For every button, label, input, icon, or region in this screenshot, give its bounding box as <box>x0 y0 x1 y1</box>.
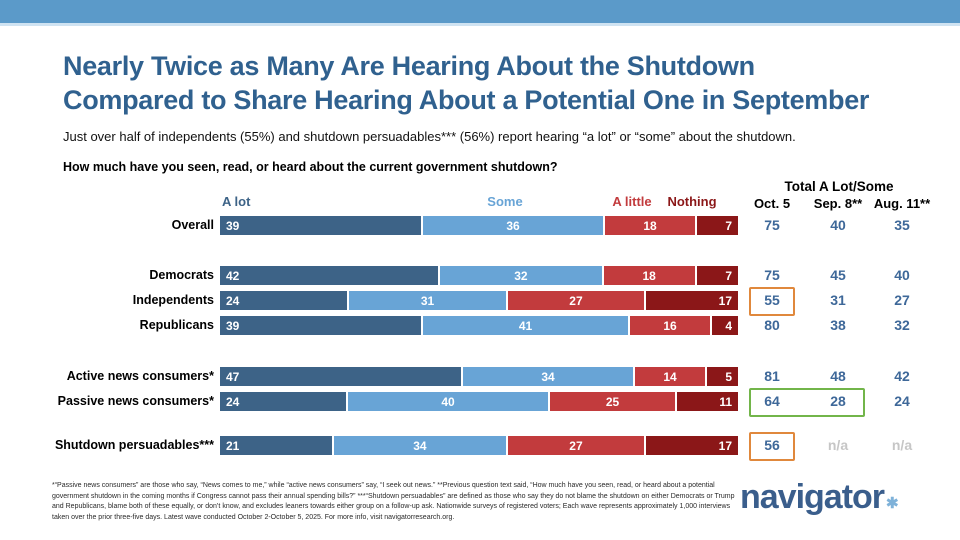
bar-row: 39 41 16 4 <box>220 316 738 335</box>
total-value: 35 <box>894 217 910 233</box>
total-value: 40 <box>894 267 910 283</box>
legend-nothing: Nothing <box>667 194 717 209</box>
total-value: n/a <box>827 437 849 453</box>
bar-segment-a-lot: 42 <box>220 266 439 285</box>
total-value: 38 <box>830 317 846 333</box>
bar-segment-some: 40 <box>348 392 548 411</box>
bar-segment-some: 32 <box>440 266 602 285</box>
total-value: n/a <box>891 437 913 453</box>
bar-segment-nothing: 11 <box>677 392 738 411</box>
totals-col-aug: Aug. 11** <box>873 196 931 211</box>
survey-question: How much have you seen, read, or heard a… <box>63 160 558 174</box>
bar-segment-some: 41 <box>423 316 628 335</box>
row-label: Passive news consumers* <box>57 394 214 408</box>
bar-segment-nothing: 7 <box>696 266 738 285</box>
bar-segment-a-lot: 24 <box>220 291 348 310</box>
totals-col-oct: Oct. 5 <box>753 196 791 211</box>
total-value: 64 <box>764 393 780 409</box>
bar-row: 47 34 14 5 <box>220 367 738 386</box>
bar-segment-a-little: 18 <box>605 216 695 235</box>
total-value: 75 <box>764 267 780 283</box>
page-title: Nearly Twice as Many Are Hearing About t… <box>63 50 943 118</box>
bar-segment-a-lot: 21 <box>220 436 333 455</box>
totals-column-headers: Oct. 5 Sep. 8** Aug. 11** <box>0 196 960 212</box>
bar-segment-a-little: 14 <box>635 367 705 386</box>
bar-segment-a-lot: 39 <box>220 316 421 335</box>
bar-segment-a-lot: 47 <box>220 367 461 386</box>
title-line-2: Compared to Share Hearing About a Potent… <box>63 84 870 115</box>
total-value: 42 <box>894 368 910 384</box>
bar-segment-some: 31 <box>349 291 506 310</box>
highlight-box-orange <box>749 287 795 316</box>
title-line-1: Nearly Twice as Many Are Hearing About t… <box>63 51 755 81</box>
total-value: 75 <box>764 217 780 233</box>
bar-row: 42 32 18 7 <box>220 266 738 285</box>
bar-segment-a-little: 18 <box>603 266 695 285</box>
total-value: 45 <box>830 267 846 283</box>
header-strip-edge <box>0 23 960 26</box>
row-label: Active news consumers* <box>66 369 214 383</box>
row-label: Overall <box>171 218 214 232</box>
total-value: 32 <box>894 317 910 333</box>
bar-segment-nothing: 17 <box>646 436 738 455</box>
bar-segment-nothing: 4 <box>712 316 738 335</box>
row-label: Shutdown persuadables*** <box>54 438 214 452</box>
bar-segment-a-little: 27 <box>507 291 645 310</box>
total-value: 48 <box>830 368 846 384</box>
bar-row: 24 40 25 11 <box>220 392 738 411</box>
total-value: 24 <box>894 393 910 409</box>
header-strip <box>0 0 960 23</box>
bar-segment-a-little: 25 <box>550 392 675 411</box>
logo-text: navigator <box>740 478 885 516</box>
row-label: Independents <box>132 293 214 307</box>
highlight-box-orange <box>749 432 795 461</box>
bar-segment-a-little: 16 <box>630 316 710 335</box>
total-value: 56 <box>764 437 780 453</box>
total-value: 55 <box>764 292 780 308</box>
footnote: *“Passive news consumers” are those who … <box>52 482 735 521</box>
bar-segment-a-little: 27 <box>507 436 645 455</box>
total-value: 80 <box>764 317 780 333</box>
row-label: Democrats <box>149 268 214 282</box>
total-value: 40 <box>830 217 846 233</box>
total-value: 31 <box>830 292 846 308</box>
legend-some: Some <box>487 194 523 209</box>
bar-segment-nothing: 17 <box>646 291 738 310</box>
totals-header-title: Total A Lot/Some <box>784 179 894 194</box>
totals-col-sep: Sep. 8** <box>813 196 863 211</box>
bar-segment-some: 36 <box>423 216 603 235</box>
bar-segment-a-lot: 39 <box>220 216 421 235</box>
bar-segment-nothing: 5 <box>707 367 738 386</box>
bar-segment-some: 34 <box>334 436 506 455</box>
highlight-box-green <box>749 388 865 417</box>
bar-segment-some: 34 <box>463 367 633 386</box>
legend-a-lot: A lot <box>222 194 251 209</box>
total-value: 81 <box>764 368 780 384</box>
total-value: 27 <box>894 292 910 308</box>
bar-row: 24 31 27 17 <box>220 291 738 310</box>
navigator-logo: navigator ✱ <box>740 478 940 517</box>
logo-star-icon: ✱ <box>886 495 899 512</box>
total-value: 28 <box>830 393 846 409</box>
bar-row: 21 34 27 17 <box>220 436 738 455</box>
bar-segment-nothing: 7 <box>697 216 738 235</box>
row-label: Republicans <box>139 318 214 332</box>
legend-a-little: A little <box>612 194 652 209</box>
bar-row: 39 36 18 7 <box>220 216 738 235</box>
bar-segment-a-lot: 24 <box>220 392 346 411</box>
subtitle: Just over half of independents (55%) and… <box>63 129 796 144</box>
